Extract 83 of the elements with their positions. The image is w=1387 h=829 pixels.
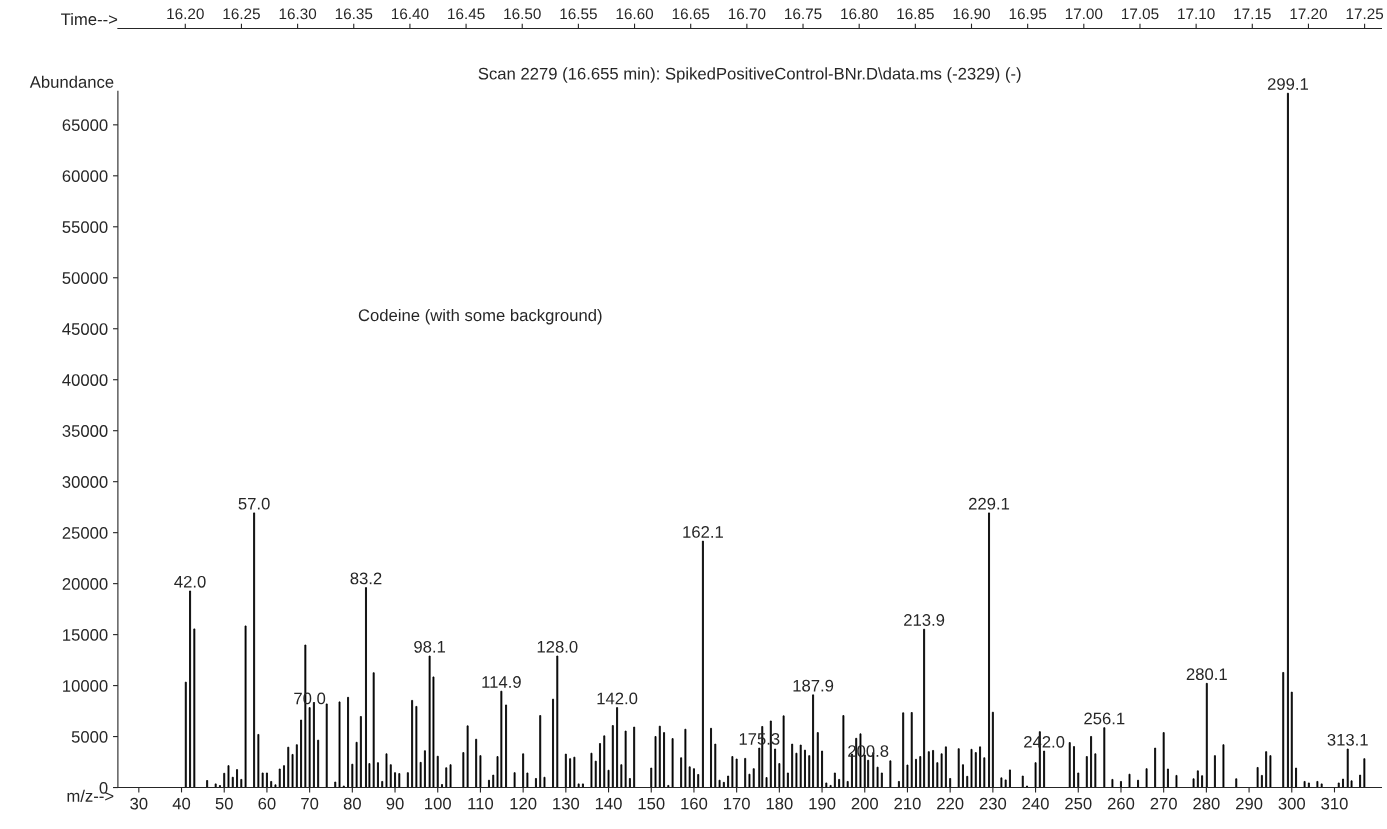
chart-title: Scan 2279 (16.655 min): SpikedPositiveControl-BNr.D\data.ms (-2329) (-)	[478, 67, 1021, 83]
x-tick-label: 250	[1065, 797, 1092, 810]
x-tick-label: 240	[1022, 797, 1049, 810]
x-tick-label: 130	[553, 797, 580, 810]
x2-tick-label: 16.20	[167, 8, 204, 20]
x-tick-label: 200	[851, 797, 879, 810]
annotation: 313.1	[1327, 733, 1368, 746]
x-tick-label: 80	[343, 797, 361, 810]
y-tick-label: 15000	[63, 629, 108, 641]
x-tick-label: 270	[1150, 797, 1177, 810]
y-tick-label: 35000	[62, 425, 108, 437]
y-tick-label: 10000	[63, 679, 108, 692]
y-tick-label: 50000	[62, 272, 108, 284]
y-tick-label: 30000	[62, 476, 108, 488]
x2-tick-label: 16.60	[616, 8, 654, 20]
annotation: 128.0	[537, 640, 578, 653]
x-tick-label: 220	[937, 797, 964, 810]
y-tick-label: 40000	[62, 374, 108, 386]
x-tick-label: 310	[1321, 797, 1348, 810]
x-tick-label: 280	[1193, 797, 1220, 810]
x-tick-label: 70	[301, 797, 319, 810]
x-tick-label: 160	[681, 797, 708, 810]
annotation: 213.9	[904, 614, 945, 626]
x2-tick-label: 16.25	[223, 8, 260, 20]
x2-tick-label: 16.55	[560, 8, 597, 20]
x2-tick-label: 16.70	[728, 8, 766, 20]
x2-tick-label: 16.40	[391, 8, 429, 20]
x2-tick-label: 16.65	[672, 8, 710, 20]
annotation: 57.0	[238, 497, 270, 510]
annotation: Codeine (with some background)	[358, 308, 602, 325]
x-tick-label: 110	[468, 797, 494, 810]
x2-axis-title: Time-->	[61, 12, 118, 26]
annotation: 256.1	[1084, 712, 1125, 725]
annotation: 83.2	[350, 572, 382, 585]
annotation: 280.1	[1186, 668, 1227, 681]
x-tick-label: 210	[894, 797, 921, 810]
y-tick-label: 25000	[62, 527, 108, 539]
x-tick-label: 290	[1236, 797, 1263, 810]
x-tick-label: 60	[258, 797, 276, 810]
x2-tick-label: 17.25	[1346, 8, 1384, 20]
x-tick-label: 230	[979, 797, 1007, 810]
annotation: 142.0	[597, 692, 638, 705]
annotation: 98.1	[414, 640, 446, 653]
x-tick-label: 120	[510, 797, 537, 810]
x-tick-label: 50	[215, 797, 233, 810]
x2-tick-label: 17.10	[1178, 8, 1215, 20]
y-tick-label: 60000	[62, 170, 108, 183]
x2-tick-label: 16.90	[953, 8, 991, 20]
annotation: 114.9	[482, 676, 521, 688]
x-tick-label: 150	[638, 797, 665, 810]
x2-tick-label: 16.80	[841, 8, 878, 20]
y-tick-label: 55000	[62, 221, 108, 233]
x-tick-label: 100	[425, 797, 451, 810]
annotation: 162.1	[683, 526, 723, 538]
y-tick-label: 5000	[71, 730, 108, 743]
annotation: 42.0	[174, 575, 206, 588]
x-tick-label: 170	[724, 797, 750, 810]
x-tick-label: 300	[1278, 797, 1306, 810]
x-tick-label: 40	[172, 797, 191, 810]
x-tick-label: 90	[386, 797, 404, 810]
annotation: 229.1	[969, 497, 1010, 510]
y-tick-label: 45000	[62, 323, 108, 335]
annotation: 299.1	[1267, 78, 1308, 90]
x2-tick-label: 17.15	[1234, 8, 1271, 20]
x2-tick-label: 16.30	[279, 8, 317, 20]
x-tick-label: 30	[130, 797, 148, 810]
x2-tick-label: 16.95	[1009, 8, 1047, 20]
x-tick-label: 140	[595, 797, 622, 810]
x-tick-label: 260	[1107, 797, 1135, 810]
x2-tick-label: 17.05	[1122, 8, 1159, 20]
x2-tick-label: 16.45	[448, 8, 485, 20]
x-tick-label: 190	[809, 797, 836, 810]
y-tick-label: 65000	[62, 119, 108, 132]
x2-tick-label: 16.75	[785, 8, 822, 20]
x2-tick-label: 16.85	[897, 8, 934, 20]
y-axis-title: Abundance	[29, 75, 114, 88]
y-tick-label: 20000	[62, 578, 108, 590]
x-tick-label: 180	[766, 797, 793, 810]
x2-tick-label: 17.20	[1290, 8, 1327, 20]
annotation: 187.9	[793, 679, 834, 692]
x2-tick-label: 16.35	[335, 8, 373, 20]
x2-tick-label: 17.00	[1065, 8, 1103, 20]
x2-tick-label: 16.50	[504, 8, 541, 20]
